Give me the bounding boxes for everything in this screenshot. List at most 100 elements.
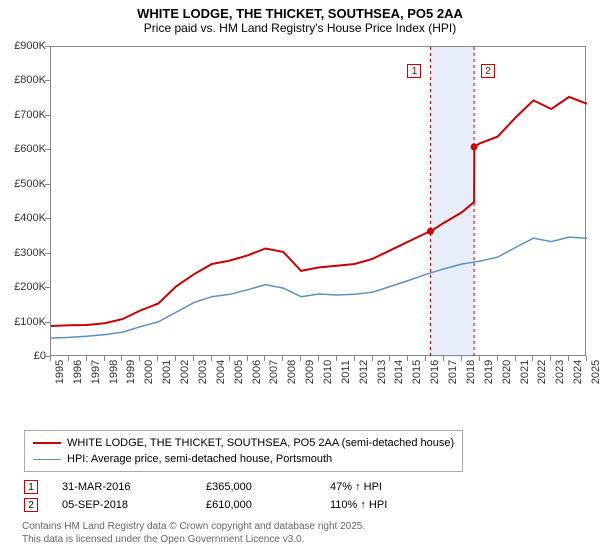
x-tick-label: 2000 xyxy=(143,360,155,384)
x-tick-label: 2014 xyxy=(393,360,405,384)
x-tick-label: 2017 xyxy=(447,360,459,384)
transaction-pct: 47% ↑ HPI xyxy=(330,481,382,493)
x-tick-label: 2009 xyxy=(304,360,316,384)
x-tick-label: 2020 xyxy=(501,360,513,384)
y-tick xyxy=(45,184,50,185)
x-tick xyxy=(139,356,140,361)
y-tick xyxy=(45,80,50,81)
x-tick xyxy=(354,356,355,361)
y-tick-label: £600K xyxy=(14,143,46,155)
series-line-price_paid xyxy=(51,97,587,326)
y-tick-label: £100K xyxy=(14,316,46,328)
x-tick xyxy=(532,356,533,361)
marker-box: 2 xyxy=(481,64,495,78)
x-tick-label: 2021 xyxy=(519,360,531,384)
x-tick-label: 2013 xyxy=(376,360,388,384)
x-tick-label: 2008 xyxy=(286,360,298,384)
legend-label: HPI: Average price, semi-detached house,… xyxy=(67,453,332,465)
x-tick xyxy=(443,356,444,361)
series-line-hpi xyxy=(51,237,587,338)
x-tick-label: 2006 xyxy=(251,360,263,384)
x-tick-label: 2005 xyxy=(233,360,245,384)
x-tick xyxy=(68,356,69,361)
legend-swatch xyxy=(33,442,61,444)
x-tick-label: 2023 xyxy=(554,360,566,384)
transaction-row: 1 31-MAR-2016 £365,000 47% ↑ HPI xyxy=(24,478,411,496)
chart-title-line2: Price paid vs. HM Land Registry's House … xyxy=(0,21,600,35)
footer: Contains HM Land Registry data © Crown c… xyxy=(22,520,365,546)
x-tick-label: 2015 xyxy=(411,360,423,384)
transaction-marker: 1 xyxy=(24,480,38,494)
x-tick-label: 2018 xyxy=(465,360,477,384)
legend: WHITE LODGE, THE THICKET, SOUTHSEA, PO5 … xyxy=(24,430,463,472)
y-tick-label: £300K xyxy=(14,247,46,259)
x-tick-label: 2016 xyxy=(429,360,441,384)
x-tick xyxy=(104,356,105,361)
x-tick xyxy=(425,356,426,361)
transaction-price: £610,000 xyxy=(206,499,306,511)
x-tick-label: 2024 xyxy=(572,360,584,384)
y-tick xyxy=(45,322,50,323)
x-tick-label: 2004 xyxy=(215,360,227,384)
x-tick-label: 2019 xyxy=(483,360,495,384)
legend-label: WHITE LODGE, THE THICKET, SOUTHSEA, PO5 … xyxy=(67,437,454,449)
plot-svg xyxy=(51,47,585,355)
y-tick-label: £900K xyxy=(14,40,46,52)
legend-item: WHITE LODGE, THE THICKET, SOUTHSEA, PO5 … xyxy=(33,435,454,451)
x-tick xyxy=(121,356,122,361)
legend-item: HPI: Average price, semi-detached house,… xyxy=(33,451,454,467)
transaction-row: 2 05-SEP-2018 £610,000 110% ↑ HPI xyxy=(24,496,411,514)
x-tick xyxy=(479,356,480,361)
x-tick-label: 2001 xyxy=(161,360,173,384)
transaction-marker: 2 xyxy=(24,498,38,512)
x-tick xyxy=(336,356,337,361)
x-tick xyxy=(497,356,498,361)
x-tick xyxy=(515,356,516,361)
y-tick xyxy=(45,149,50,150)
transaction-date: 31-MAR-2016 xyxy=(62,481,182,493)
x-tick-label: 1999 xyxy=(125,360,137,384)
x-tick xyxy=(550,356,551,361)
x-tick-label: 2022 xyxy=(536,360,548,384)
y-tick xyxy=(45,218,50,219)
transaction-pct: 110% ↑ HPI xyxy=(330,499,387,511)
y-tick xyxy=(45,253,50,254)
y-tick xyxy=(45,287,50,288)
x-tick xyxy=(247,356,248,361)
y-tick xyxy=(45,46,50,47)
x-tick xyxy=(50,356,51,361)
x-tick-label: 1997 xyxy=(90,360,102,384)
y-tick-label: £800K xyxy=(14,74,46,86)
transaction-price: £365,000 xyxy=(206,481,306,493)
y-tick-label: £500K xyxy=(14,178,46,190)
x-tick xyxy=(461,356,462,361)
y-tick-label: £700K xyxy=(14,109,46,121)
x-tick xyxy=(86,356,87,361)
x-tick xyxy=(264,356,265,361)
x-tick-label: 2010 xyxy=(322,360,334,384)
x-tick-label: 1995 xyxy=(54,360,66,384)
x-tick xyxy=(568,356,569,361)
plot-area xyxy=(50,46,586,356)
marker-box: 1 xyxy=(407,64,421,78)
x-tick-label: 2003 xyxy=(197,360,209,384)
x-tick-label: 1996 xyxy=(72,360,84,384)
chart-title-line1: WHITE LODGE, THE THICKET, SOUTHSEA, PO5 … xyxy=(0,0,600,21)
y-tick-label: £400K xyxy=(14,212,46,224)
x-tick-label: 2012 xyxy=(358,360,370,384)
chart: £0£100K£200K£300K£400K£500K£600K£700K£80… xyxy=(10,46,590,386)
x-tick xyxy=(282,356,283,361)
x-tick xyxy=(157,356,158,361)
x-tick-label: 1998 xyxy=(108,360,120,384)
transaction-date: 05-SEP-2018 xyxy=(62,499,182,511)
x-tick xyxy=(193,356,194,361)
x-tick xyxy=(300,356,301,361)
x-tick-label: 2011 xyxy=(340,360,352,384)
x-tick xyxy=(372,356,373,361)
shade-band xyxy=(430,47,474,357)
x-tick xyxy=(229,356,230,361)
y-tick xyxy=(45,115,50,116)
x-tick xyxy=(211,356,212,361)
legend-swatch xyxy=(33,459,61,460)
x-tick-label: 2002 xyxy=(179,360,191,384)
